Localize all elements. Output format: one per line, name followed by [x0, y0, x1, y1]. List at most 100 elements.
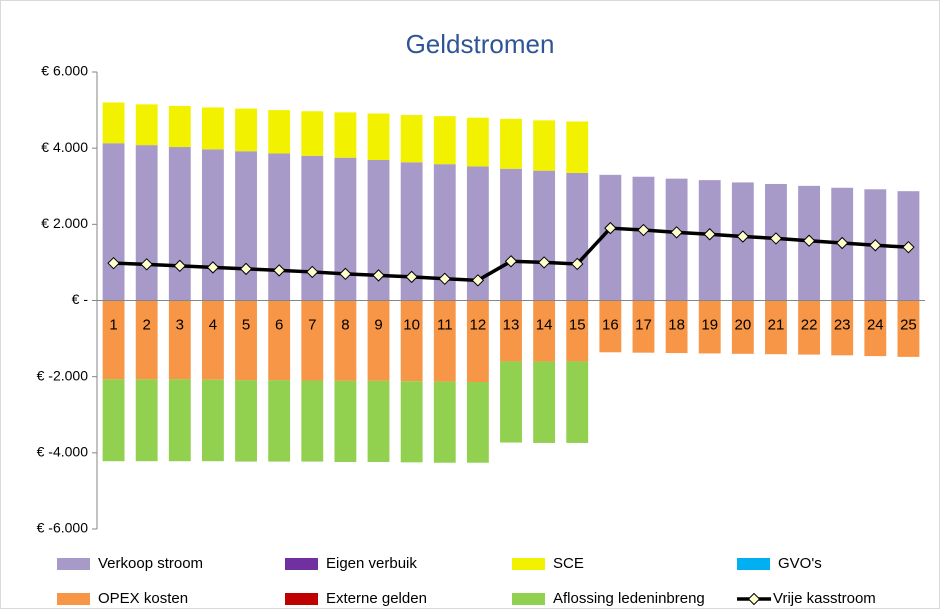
bar	[433, 116, 456, 165]
bar	[533, 361, 556, 443]
bar	[500, 118, 522, 169]
bar	[466, 300, 489, 382]
bar	[268, 153, 291, 301]
bar	[135, 104, 158, 146]
bar	[632, 176, 655, 301]
bar	[533, 300, 556, 362]
bar	[599, 174, 622, 301]
y-tick-label: € -6.000	[37, 520, 89, 536]
line-marker	[869, 239, 882, 252]
x-tick-label: 24	[867, 316, 884, 333]
bar	[566, 361, 589, 443]
legend-swatch	[285, 558, 318, 570]
legend-swatch	[285, 593, 318, 605]
x-tick-label: 16	[602, 316, 619, 333]
x-tick-label: 6	[275, 316, 283, 333]
bar	[235, 380, 257, 462]
legend-label: Eigen verbuik	[326, 555, 417, 572]
bar	[433, 300, 456, 382]
bar	[135, 145, 158, 301]
line-marker	[703, 228, 716, 241]
line-marker	[405, 270, 418, 284]
bar	[500, 168, 522, 301]
bar	[102, 300, 125, 380]
legend-marker	[747, 592, 761, 606]
line-marker	[173, 259, 187, 273]
bar	[367, 300, 390, 381]
line-marker	[802, 234, 816, 247]
bar	[201, 300, 224, 380]
legend-label: Aflossing ledeninbreng	[553, 590, 705, 607]
bar	[433, 381, 456, 463]
bar	[334, 300, 357, 381]
bar	[235, 108, 257, 152]
line-marker	[571, 257, 584, 271]
bar	[798, 300, 821, 355]
x-tick-label: 4	[209, 316, 217, 333]
legend-swatch	[512, 558, 545, 570]
x-tick-label: 15	[569, 316, 586, 333]
line-marker	[206, 261, 220, 274]
bar	[301, 111, 324, 156]
line-marker	[306, 265, 319, 279]
x-tick-label: 1	[109, 316, 117, 333]
x-tick-label: 13	[503, 316, 520, 333]
x-tick-label: 8	[341, 316, 349, 333]
chart-title: Geldstromen	[406, 29, 555, 59]
bar	[400, 115, 423, 163]
bar	[367, 380, 390, 462]
bar	[168, 105, 191, 148]
x-tick-label: 25	[900, 316, 917, 333]
bar	[268, 380, 291, 462]
line-marker	[239, 262, 253, 276]
legend-swatch	[57, 593, 90, 605]
bar	[897, 300, 920, 357]
line-marker	[272, 264, 286, 277]
y-tick-label: € -4.000	[37, 444, 89, 460]
x-tick-label: 9	[374, 316, 382, 333]
legend-label: Externe gelden	[326, 590, 427, 607]
legend-label: SCE	[553, 555, 584, 572]
bar	[566, 172, 589, 301]
bar	[102, 143, 125, 301]
bar	[135, 300, 158, 380]
line-marker	[537, 256, 551, 269]
bar	[367, 159, 390, 301]
x-tick-label: 14	[536, 316, 553, 333]
legend-label: Vrije kasstroom	[773, 590, 876, 607]
bar	[533, 170, 556, 301]
legend-swatch	[512, 593, 545, 605]
line-marker	[902, 240, 915, 254]
bar	[235, 300, 257, 381]
bar	[864, 300, 887, 357]
x-tick-label: 12	[470, 316, 487, 333]
bar	[301, 300, 324, 381]
line-marker	[339, 267, 352, 281]
line-marker	[504, 255, 518, 268]
bar	[698, 300, 721, 354]
bar	[201, 379, 224, 462]
y-tick-label: € 4.000	[41, 139, 88, 155]
bar	[566, 121, 589, 173]
legend-label: Verkoop stroom	[98, 555, 203, 572]
x-tick-label: 23	[834, 316, 851, 333]
bar	[400, 162, 423, 301]
bar	[168, 379, 191, 462]
bar	[665, 300, 688, 354]
x-tick-label: 19	[701, 316, 718, 333]
y-tick-label: € 2.000	[41, 215, 88, 231]
bar	[102, 379, 125, 462]
line-marker	[140, 258, 153, 271]
line-marker	[372, 269, 385, 282]
bar	[268, 110, 291, 154]
bar	[599, 300, 622, 353]
y-tick-label: € 6.000	[41, 63, 88, 79]
bar	[466, 381, 489, 463]
bar	[566, 300, 589, 362]
x-tick-label: 10	[403, 316, 420, 333]
bar	[301, 380, 324, 462]
x-tick-label: 22	[801, 316, 818, 333]
bar	[400, 300, 423, 382]
line-marker	[670, 226, 683, 239]
